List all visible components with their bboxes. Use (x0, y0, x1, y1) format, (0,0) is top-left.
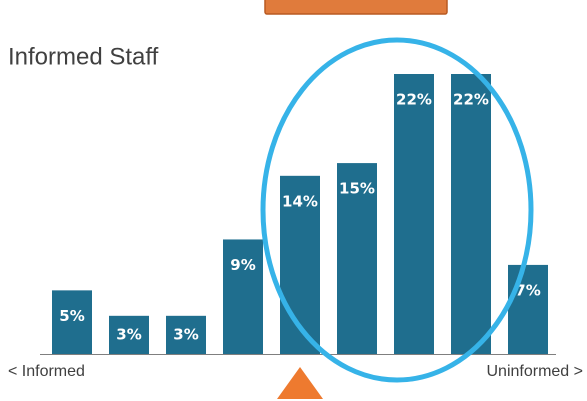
data-label: 7% (515, 281, 540, 299)
bar (223, 239, 263, 354)
chart-title: Informed Staff (8, 43, 159, 70)
bar (451, 74, 491, 354)
top-button (264, 0, 448, 15)
data-label: 22% (396, 91, 432, 109)
highlight-ellipse (260, 37, 534, 383)
bar (166, 315, 206, 354)
bar (52, 290, 92, 354)
marker-triangle (277, 367, 323, 399)
data-label: 22% (453, 91, 489, 109)
bar (508, 264, 548, 354)
data-label: 9% (230, 256, 255, 274)
x-axis-label-right: Uninformed > (487, 363, 584, 380)
data-label: 15% (339, 180, 375, 198)
bars: 5% 3% 3% 9% 14% 15% 22% 22% 7% (52, 74, 548, 354)
data-label: 3% (173, 325, 198, 343)
data-label: 3% (116, 325, 141, 343)
data-label: 14% (282, 192, 318, 210)
bar (394, 74, 434, 354)
bar (337, 163, 377, 354)
data-label: 5% (59, 307, 84, 325)
x-axis-label-left: < Informed (8, 363, 85, 380)
bar (109, 315, 149, 354)
